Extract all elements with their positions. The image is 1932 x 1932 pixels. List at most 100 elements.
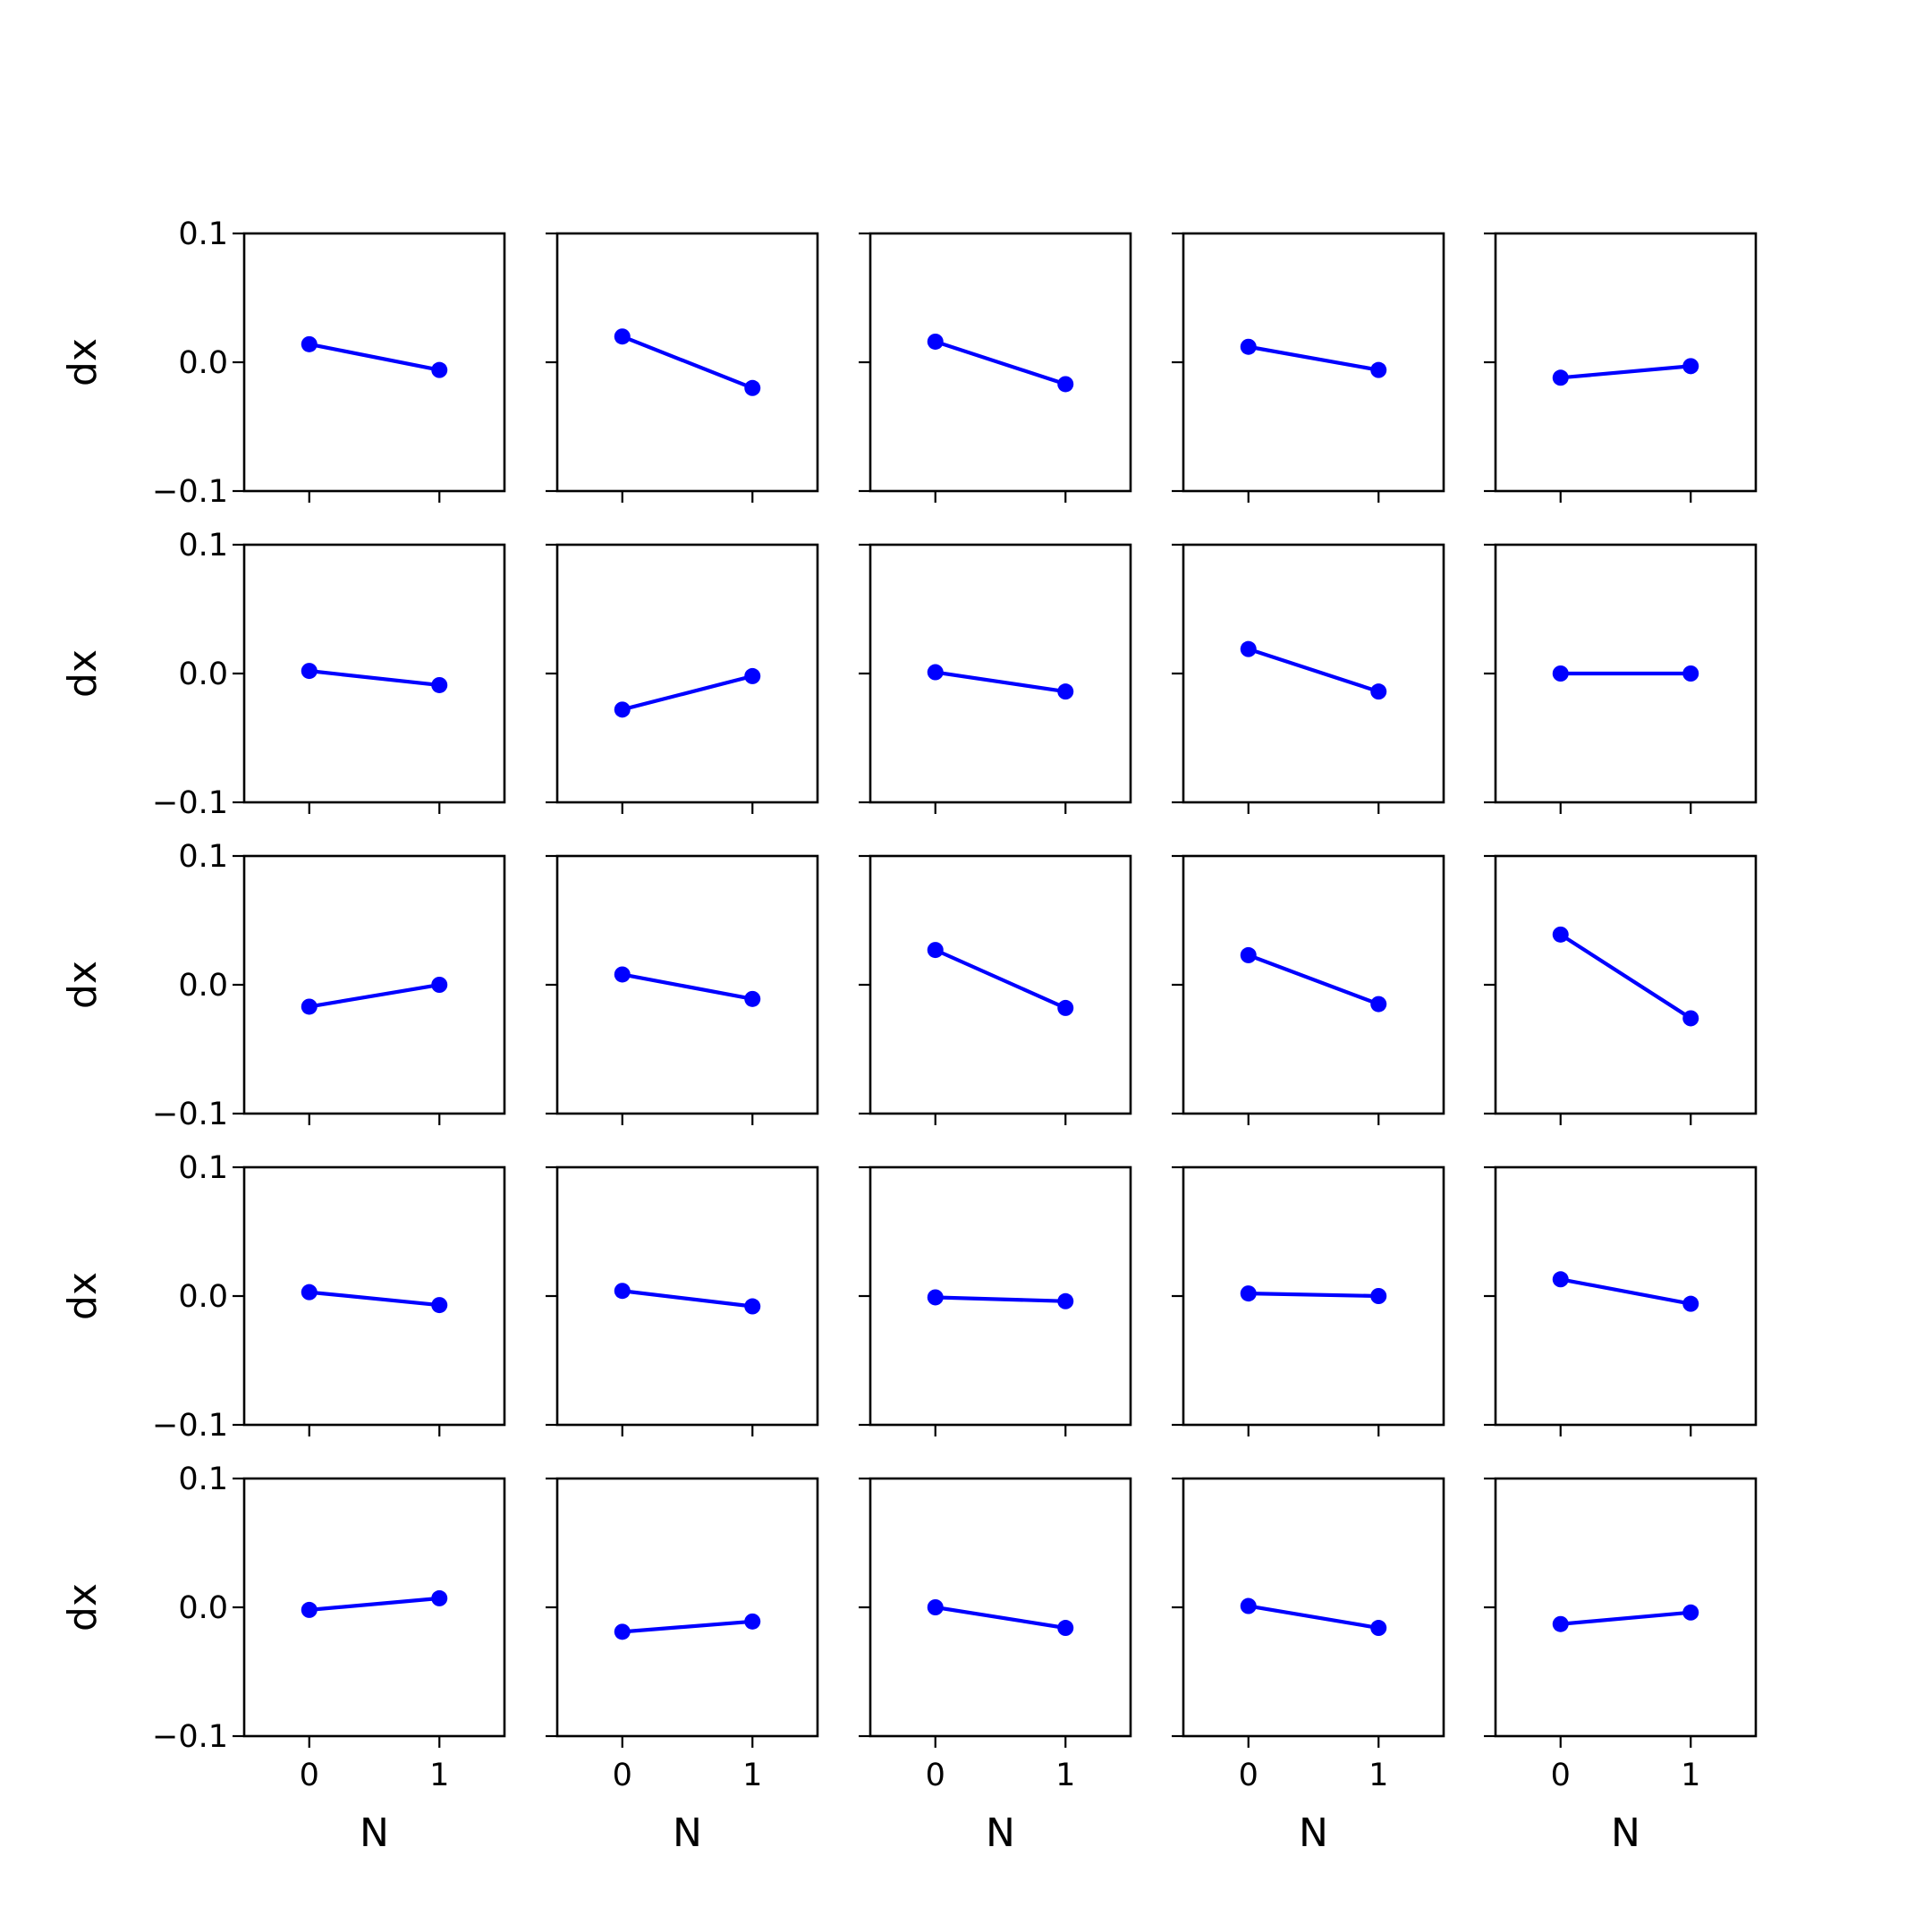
x-tick-label: 1	[742, 1758, 762, 1793]
data-point-1	[431, 977, 448, 993]
y-axis-label: dx	[60, 961, 106, 1009]
data-point-0	[1240, 1597, 1257, 1614]
axes-frame	[1494, 232, 1758, 493]
axes-frame	[869, 1165, 1132, 1427]
axes-frame	[1182, 232, 1445, 493]
data-point-0	[1240, 640, 1257, 657]
data-point-0	[301, 663, 318, 680]
data-point-0	[1552, 1271, 1569, 1288]
x-tick-label: 1	[1055, 1758, 1075, 1793]
series-line	[307, 668, 442, 688]
series-line	[933, 1605, 1068, 1631]
data-point-1	[1682, 1010, 1699, 1027]
data-point-1	[1057, 1292, 1074, 1309]
x-axis-label: N	[360, 1810, 389, 1856]
subplot-r4-c1: 0 1 N	[546, 1477, 819, 1856]
data-point-1	[431, 676, 448, 693]
data-point-0	[301, 1284, 318, 1301]
y-tick-label: −0.1	[152, 785, 228, 821]
series-line	[620, 1619, 755, 1634]
subplot-r0-c1	[546, 232, 819, 503]
y-tick-label: 0.1	[178, 1462, 228, 1497]
axes-frame	[555, 854, 819, 1115]
series-line	[1558, 1276, 1693, 1307]
y-axis-label: dx	[60, 649, 106, 698]
series-line	[933, 1295, 1068, 1303]
y-tick-label: 0.0	[178, 968, 228, 1004]
y-axis-label: dx	[60, 338, 106, 386]
data-point-1	[744, 667, 761, 684]
series-line	[620, 1288, 755, 1309]
series-line	[307, 1290, 442, 1308]
series-line	[1558, 1610, 1693, 1626]
y-tick-label: 0.0	[178, 657, 228, 692]
data-point-0	[1552, 369, 1569, 386]
x-axis-label: N	[1611, 1810, 1640, 1856]
subplot-r2-c2	[859, 854, 1132, 1125]
data-point-1	[1057, 376, 1074, 393]
series-line	[1246, 1604, 1381, 1631]
subplot-r0-c2	[859, 232, 1132, 503]
x-tick-label: 0	[926, 1758, 945, 1793]
data-point-1	[744, 1613, 761, 1630]
y-tick-label: −0.1	[152, 1408, 228, 1444]
data-point-1	[1682, 1604, 1699, 1621]
data-point-0	[927, 1289, 944, 1306]
x-tick-label: 0	[1551, 1758, 1571, 1793]
x-tick-label: 1	[429, 1758, 449, 1793]
data-point-0	[614, 966, 631, 983]
series-line	[307, 342, 442, 373]
y-tick-label: −0.1	[152, 474, 228, 510]
subplot-r4-c0: 0.1 0.0 −0.1 0 1 dx N	[60, 1462, 506, 1856]
subplot-r1-c0: 0.1 0.0 −0.1 dx	[60, 528, 506, 821]
data-point-1	[1370, 1288, 1387, 1304]
data-point-1	[1057, 999, 1074, 1016]
y-axis-label: dx	[60, 1583, 106, 1631]
data-point-1	[1370, 361, 1387, 378]
data-point-0	[614, 328, 631, 345]
series-line	[932, 947, 1069, 1011]
data-point-1	[431, 1589, 448, 1606]
subplot-r0-c0: 0.1 0.0 −0.1 dx	[60, 216, 506, 510]
axes-frame	[869, 854, 1132, 1115]
axes-frame	[1182, 854, 1445, 1115]
x-axis-label: N	[986, 1810, 1015, 1856]
series-line	[1246, 344, 1381, 373]
data-point-0	[1552, 1615, 1569, 1632]
axes-frame	[555, 1477, 819, 1738]
subplot-r1-c2	[859, 543, 1132, 814]
data-point-1	[431, 1297, 448, 1314]
subplot-r3-c0: 0.1 0.0 −0.1 dx	[60, 1150, 506, 1444]
data-point-1	[1370, 996, 1387, 1013]
axes-frame	[1182, 1477, 1445, 1738]
data-point-0	[927, 333, 944, 350]
data-point-0	[1552, 665, 1569, 682]
data-point-0	[301, 1601, 318, 1618]
axes-frame	[555, 1165, 819, 1427]
y-tick-label: −0.1	[152, 1719, 228, 1755]
data-point-1	[744, 1298, 761, 1315]
x-axis-label: N	[673, 1810, 702, 1856]
data-point-1	[744, 379, 761, 396]
y-tick-label: 0.1	[178, 1150, 228, 1186]
data-point-1	[1682, 665, 1699, 682]
axes-frame	[555, 543, 819, 804]
axes-frame	[1494, 1477, 1758, 1738]
data-point-1	[744, 990, 761, 1007]
data-point-1	[1057, 1620, 1074, 1637]
data-point-0	[614, 1623, 631, 1640]
data-point-0	[1552, 926, 1569, 943]
series-line	[307, 982, 442, 1009]
data-point-1	[431, 361, 448, 378]
subplot-r1-c1	[546, 543, 819, 814]
subplot-r2-c3	[1172, 854, 1445, 1125]
x-tick-label: 0	[300, 1758, 319, 1793]
y-tick-label: 0.0	[178, 1279, 228, 1315]
axes-frame	[869, 543, 1132, 804]
series-line	[1246, 953, 1381, 1007]
subplot-r1-c4	[1484, 543, 1758, 814]
x-tick-label: 1	[1368, 1758, 1388, 1793]
data-point-0	[927, 664, 944, 681]
axes-frame	[242, 854, 506, 1115]
x-tick-label: 0	[613, 1758, 632, 1793]
